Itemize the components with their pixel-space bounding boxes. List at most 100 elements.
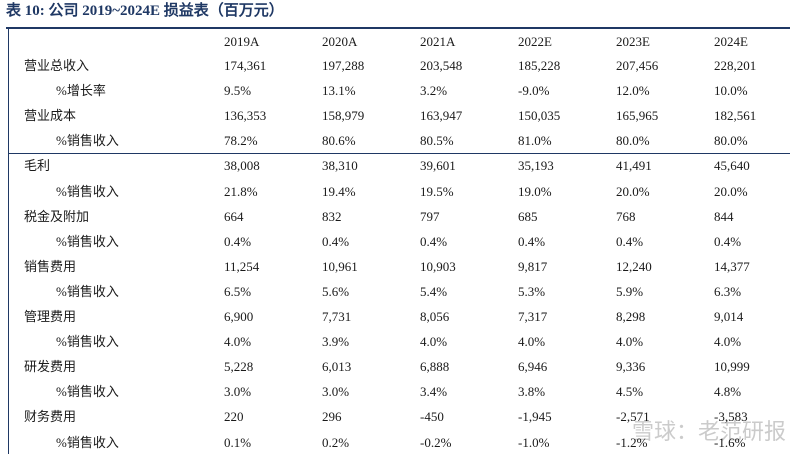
cell: 0.4%: [616, 233, 644, 249]
cell: 3.0%: [224, 384, 252, 400]
cell: 4.0%: [518, 334, 546, 350]
sub-row-label: %销售收入: [56, 334, 119, 350]
row-label: 财务费用: [24, 409, 77, 425]
cell: -450: [420, 409, 444, 425]
cell: 39,601: [420, 158, 456, 174]
cell: 20.0%: [616, 183, 650, 199]
cell: 0.4%: [224, 233, 252, 249]
cell: 81.0%: [518, 133, 552, 149]
cell: 6.3%: [714, 283, 742, 299]
cell: 9,817: [518, 258, 548, 274]
cell: -0.2%: [420, 434, 452, 450]
cell: 8,298: [616, 309, 646, 324]
cell: 6.5%: [224, 283, 252, 299]
cell: 5.6%: [322, 283, 350, 299]
cell: 10,999: [714, 359, 750, 375]
cell: 0.4%: [518, 233, 546, 249]
cell: 136,353: [224, 108, 267, 124]
cell: 0.4%: [322, 233, 350, 249]
cell: 685: [518, 208, 538, 224]
cell: 296: [322, 409, 342, 425]
cell: 80.5%: [420, 133, 454, 149]
cell: 6,888: [420, 359, 450, 375]
cell: 5.9%: [616, 283, 644, 299]
cell: 9,014: [714, 309, 744, 324]
cell: 10,961: [322, 258, 358, 274]
cell: 80.6%: [322, 133, 356, 149]
cell: 0.1%: [224, 434, 252, 450]
cell: -1.6%: [714, 434, 746, 450]
cell: 7,317: [518, 309, 548, 324]
cell: 207,456: [616, 58, 659, 73]
cell: 12.0%: [616, 83, 650, 99]
column-header: 2024E: [714, 34, 748, 49]
cell: 3.0%: [322, 384, 350, 400]
sub-row-label: %销售收入: [56, 384, 119, 400]
section-rule: [8, 153, 790, 154]
cell: 8,056: [420, 309, 450, 324]
cell: 844: [714, 208, 734, 224]
cell: 0.4%: [420, 233, 448, 249]
cell: 197,288: [322, 58, 365, 73]
sub-row-label: %销售收入: [56, 434, 119, 450]
cell: -2,571: [616, 409, 650, 425]
cell: 12,240: [616, 258, 652, 274]
cell: 6,013: [322, 359, 352, 375]
row-label: 营业总收入: [24, 58, 90, 73]
column-header: 2020A: [322, 34, 358, 49]
cell: 185,228: [518, 58, 561, 73]
row-label: 毛利: [24, 158, 51, 174]
title-rule: [6, 27, 790, 29]
cell: 150,035: [518, 108, 561, 124]
column-header: 2022E: [518, 34, 552, 49]
sub-row-label: %增长率: [56, 83, 106, 99]
cell: 45,640: [714, 158, 750, 174]
column-header: 2021A: [420, 34, 456, 49]
cell: 21.8%: [224, 183, 258, 199]
cell: 158,979: [322, 108, 365, 124]
cell: 165,965: [616, 108, 659, 124]
cell: 228,201: [714, 58, 757, 73]
cell: 6,946: [518, 359, 548, 375]
cell: 163,947: [420, 108, 463, 124]
cell: 7,731: [322, 309, 352, 324]
cell: 10.0%: [714, 83, 748, 99]
cell: 9,336: [616, 359, 646, 375]
cell: 41,491: [616, 158, 652, 174]
cell: -1.2%: [616, 434, 648, 450]
cell: 3.4%: [420, 384, 448, 400]
sub-row-label: %销售收入: [56, 183, 119, 199]
cell: 19.0%: [518, 183, 552, 199]
cell: 78.2%: [224, 133, 258, 149]
cell: -1,945: [518, 409, 552, 425]
column-header: 2019A: [224, 34, 260, 49]
cell: 3.9%: [322, 334, 350, 350]
cell: 9.5%: [224, 83, 252, 99]
cell: 80.0%: [616, 133, 650, 149]
column-header: 2023E: [616, 34, 650, 49]
cell: 5.3%: [518, 283, 546, 299]
cell: 182,561: [714, 108, 757, 124]
cell: 38,310: [322, 158, 358, 174]
cell: 664: [224, 208, 244, 224]
left-border: [8, 29, 9, 454]
cell: 4.0%: [714, 334, 742, 350]
cell: 4.0%: [224, 334, 252, 350]
cell: 174,361: [224, 58, 267, 73]
cell: 4.0%: [420, 334, 448, 350]
cell: 203,548: [420, 58, 463, 73]
cell: 19.4%: [322, 183, 356, 199]
sub-row-label: %销售收入: [56, 133, 119, 149]
sub-row-label: %销售收入: [56, 233, 119, 249]
cell: 13.1%: [322, 83, 356, 99]
cell: 11,254: [224, 258, 260, 274]
cell: 38,008: [224, 158, 260, 174]
row-label: 管理费用: [24, 309, 77, 324]
watermark: 雪球：老范研报: [631, 420, 786, 445]
cell: 0.2%: [322, 434, 350, 450]
row-label: 税金及附加: [24, 208, 90, 224]
cell: 797: [420, 208, 440, 224]
cell: 5.4%: [420, 283, 448, 299]
cell: 4.8%: [714, 384, 742, 400]
